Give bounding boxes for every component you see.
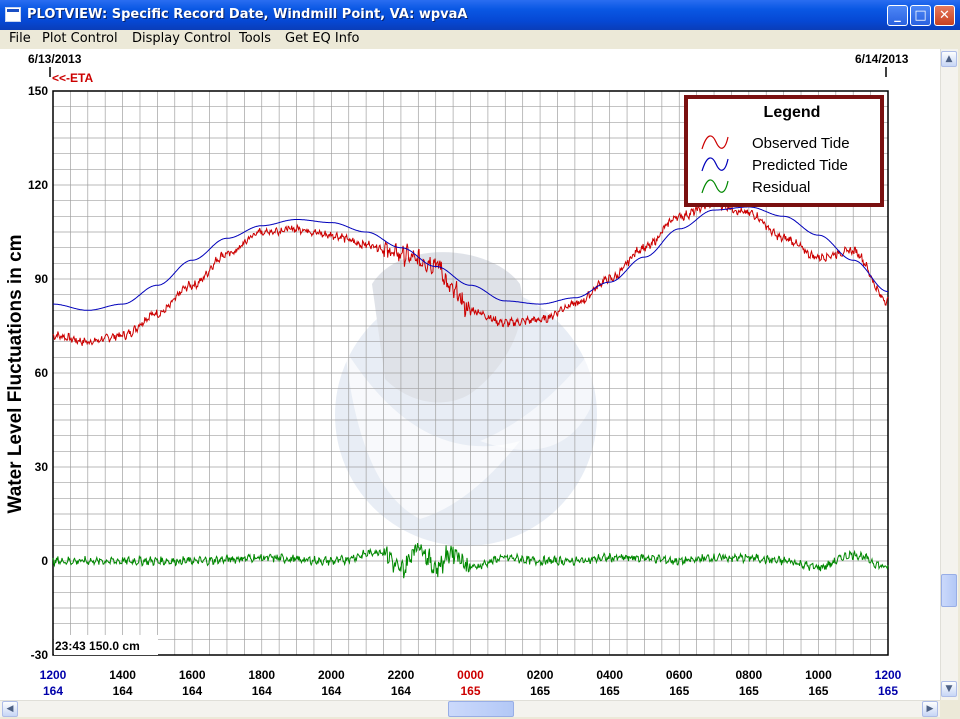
x-tick-hour: 0000: [457, 668, 484, 682]
x-tick-day: 164: [252, 684, 272, 698]
series-line-observed-tide: [52, 199, 889, 346]
y-tick-label: 90: [35, 272, 49, 286]
scroll-left-button[interactable]: ◀: [2, 701, 18, 717]
close-button[interactable]: ✕: [934, 5, 955, 26]
legend-box[interactable]: Legend Observed Tide Predicted Tide Resi…: [684, 95, 884, 207]
x-tick-day: 165: [739, 684, 759, 698]
noaa-watermark: [335, 252, 600, 546]
vertical-scrollbar[interactable]: ▲ ▼: [940, 49, 958, 700]
x-tick-hour: 2200: [388, 668, 415, 682]
y-tick-label: 150: [28, 84, 48, 98]
minimize-button[interactable]: _: [887, 5, 908, 26]
menu-get-eq-info[interactable]: Get EQ Info: [285, 31, 360, 46]
series-line-residual: [52, 543, 889, 579]
title-bar[interactable]: PLOTVIEW: Specific Record Date, Windmill…: [0, 0, 960, 30]
legend-label-residual: Residual: [752, 179, 810, 196]
x-tick-day: 164: [43, 684, 63, 698]
x-tick-hour: 0600: [666, 668, 693, 682]
menu-bar: File Plot Control Display Control Tools …: [0, 30, 960, 49]
plot-area[interactable]: -30 0 30 60 90 120 150 1200 164 1400 164 1600 164 18…: [0, 49, 940, 700]
scroll-corner: [941, 700, 960, 719]
plot-frame: [52, 90, 889, 656]
maximize-button[interactable]: □: [910, 5, 931, 26]
y-tick-label: 30: [35, 460, 49, 474]
x-tick-day: 165: [460, 684, 480, 698]
legend-swatch-predicted: [701, 157, 729, 172]
y-tick-labels: -30 0 30 60 90 120 150: [28, 84, 48, 662]
x-tick-day: 164: [182, 684, 202, 698]
horizontal-scroll-thumb[interactable]: [448, 701, 514, 717]
y-tick-label: 0: [41, 554, 48, 568]
x-tick-hour: 0400: [596, 668, 623, 682]
y-tick-label: 120: [28, 178, 48, 192]
x-tick-hour: 1200: [875, 668, 902, 682]
legend-swatch-residual: [701, 179, 729, 194]
scroll-down-button[interactable]: ▼: [941, 681, 957, 697]
y-axis-label: Water Level Fluctuations in cm: [5, 234, 26, 513]
tide-chart: -30 0 30 60 90 120 150 1200 164 1400 164 1600 164 18…: [5, 52, 909, 698]
x-tick-hour: 0800: [735, 668, 762, 682]
x-tick-day: 165: [530, 684, 550, 698]
scroll-right-button[interactable]: ▶: [922, 701, 938, 717]
x-tick-day: 164: [321, 684, 341, 698]
x-tick-hour: 1000: [805, 668, 832, 682]
legend-title: Legend: [764, 104, 821, 121]
menu-file[interactable]: File: [9, 31, 31, 46]
scroll-up-button[interactable]: ▲: [941, 51, 957, 67]
x-tick-hour: 2000: [318, 668, 345, 682]
x-tick-day: 165: [878, 684, 898, 698]
x-tick-hour: 1400: [109, 668, 136, 682]
y-tick-label: 60: [35, 366, 49, 380]
x-tick-day: 165: [600, 684, 620, 698]
y-tick-label: -30: [31, 648, 49, 662]
date-left-label: 6/13/2013: [28, 52, 82, 66]
x-tick-day: 164: [113, 684, 133, 698]
legend-label-predicted: Predicted Tide: [752, 157, 848, 174]
x-tick-hour: 1800: [248, 668, 275, 682]
window-title: PLOTVIEW: Specific Record Date, Windmill…: [27, 7, 468, 22]
menu-plot-control[interactable]: Plot Control: [42, 31, 118, 46]
x-tick-labels: 1200 164 1400 164 1600 164 1800 164 2000 164 2200 1…: [40, 668, 902, 698]
x-tick-day: 165: [808, 684, 828, 698]
date-right-label: 6/14/2013: [855, 52, 909, 66]
x-tick-day: 164: [391, 684, 411, 698]
legend-label-observed: Observed Tide: [752, 135, 850, 152]
eta-marker: <<-ETA: [52, 71, 93, 85]
cursor-readout: 23:43 150.0 cm: [55, 639, 140, 653]
vertical-scroll-thumb[interactable]: [941, 574, 957, 607]
menu-display-control[interactable]: Display Control: [132, 31, 232, 46]
legend-swatch-observed: [701, 135, 729, 150]
x-tick-hour: 0200: [527, 668, 554, 682]
x-tick-day: 165: [669, 684, 689, 698]
app-icon: [5, 7, 21, 22]
menu-tools[interactable]: Tools: [239, 31, 272, 46]
horizontal-scrollbar[interactable]: ◀ ▶: [0, 700, 940, 717]
x-tick-hour: 1200: [40, 668, 67, 682]
x-tick-hour: 1600: [179, 668, 206, 682]
readout-box: [54, 635, 158, 655]
